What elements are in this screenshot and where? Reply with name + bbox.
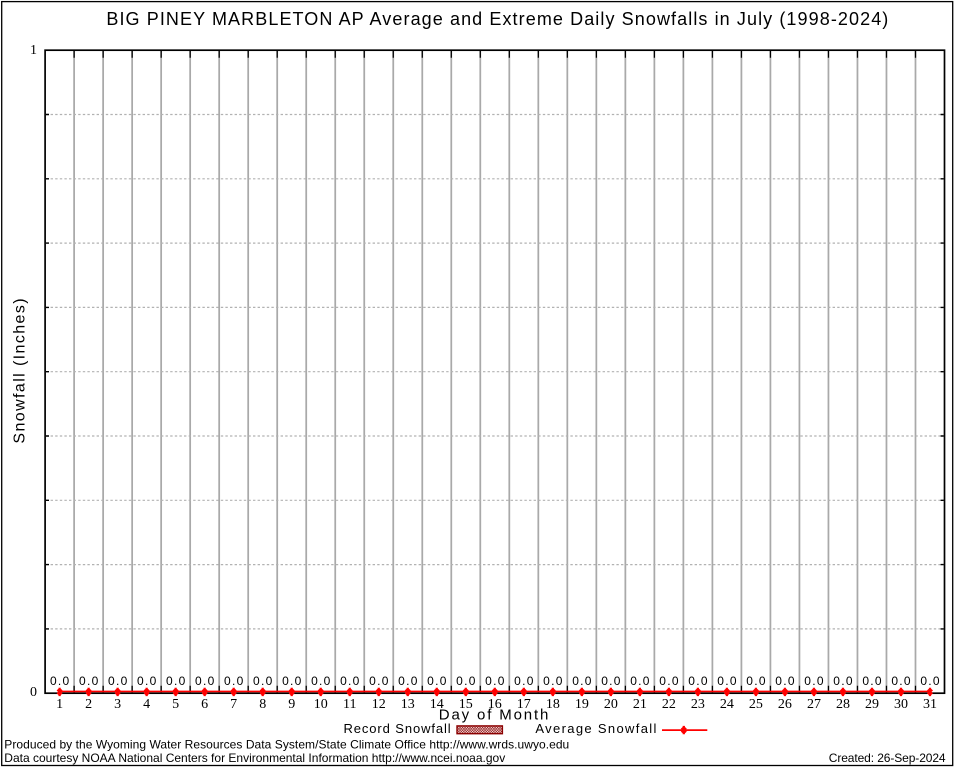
- svg-text:0.0: 0.0: [282, 674, 303, 688]
- svg-text:0.0: 0.0: [195, 674, 216, 688]
- svg-text:0.0: 0.0: [340, 674, 361, 688]
- svg-text:BIG PINEY MARBLETON AP Average: BIG PINEY MARBLETON AP Average and Extre…: [106, 9, 889, 29]
- svg-text:0.0: 0.0: [108, 674, 129, 688]
- svg-text:0.0: 0.0: [485, 674, 506, 688]
- svg-text:0: 0: [30, 685, 37, 700]
- svg-text:6: 6: [201, 697, 208, 712]
- svg-text:25: 25: [749, 697, 763, 712]
- svg-text:3: 3: [114, 697, 121, 712]
- svg-text:1: 1: [30, 43, 37, 58]
- svg-text:0.0: 0.0: [311, 674, 332, 688]
- svg-text:4: 4: [143, 697, 150, 712]
- svg-text:16: 16: [488, 697, 502, 712]
- svg-text:0.0: 0.0: [543, 674, 564, 688]
- svg-text:9: 9: [288, 697, 295, 712]
- svg-text:22: 22: [662, 697, 676, 712]
- svg-text:10: 10: [314, 697, 328, 712]
- svg-text:0.0: 0.0: [601, 674, 622, 688]
- svg-text:13: 13: [401, 697, 415, 712]
- svg-text:18: 18: [546, 697, 560, 712]
- svg-text:0.0: 0.0: [746, 674, 767, 688]
- svg-text:30: 30: [894, 697, 908, 712]
- svg-text:17: 17: [517, 697, 531, 712]
- svg-text:0.0: 0.0: [166, 674, 187, 688]
- svg-text:2: 2: [85, 697, 92, 712]
- svg-text:0.0: 0.0: [253, 674, 274, 688]
- svg-text:12: 12: [372, 697, 386, 712]
- svg-text:Created: 26-Sep-2024: Created: 26-Sep-2024: [829, 751, 946, 765]
- svg-text:0.0: 0.0: [804, 674, 825, 688]
- svg-text:1: 1: [56, 697, 63, 712]
- svg-text:19: 19: [575, 697, 589, 712]
- svg-text:0.0: 0.0: [572, 674, 593, 688]
- svg-text:0.0: 0.0: [224, 674, 245, 688]
- svg-text:0.0: 0.0: [456, 674, 477, 688]
- svg-text:0.0: 0.0: [659, 674, 680, 688]
- svg-text:0.0: 0.0: [630, 674, 651, 688]
- svg-text:0.0: 0.0: [398, 674, 419, 688]
- svg-text:15: 15: [459, 697, 473, 712]
- svg-text:0.0: 0.0: [427, 674, 448, 688]
- svg-text:Produced by the Wyoming Water: Produced by the Wyoming Water Resources …: [4, 737, 569, 751]
- svg-text:26: 26: [778, 697, 792, 712]
- svg-text:Data courtesy NOAA National Ce: Data courtesy NOAA National Centers for …: [4, 751, 505, 765]
- svg-text:0.0: 0.0: [891, 674, 912, 688]
- svg-text:27: 27: [807, 697, 821, 712]
- svg-text:0.0: 0.0: [79, 674, 100, 688]
- svg-text:Snowfall (Inches): Snowfall (Inches): [12, 297, 29, 444]
- svg-text:14: 14: [430, 697, 444, 712]
- svg-text:29: 29: [865, 697, 879, 712]
- svg-text:0.0: 0.0: [775, 674, 796, 688]
- svg-text:0.0: 0.0: [514, 674, 535, 688]
- svg-text:28: 28: [836, 697, 850, 712]
- svg-text:20: 20: [604, 697, 618, 712]
- svg-text:7: 7: [230, 697, 237, 712]
- svg-text:0.0: 0.0: [369, 674, 390, 688]
- svg-text:0.0: 0.0: [688, 674, 709, 688]
- svg-text:11: 11: [343, 697, 356, 712]
- svg-text:8: 8: [259, 697, 266, 712]
- svg-text:21: 21: [633, 697, 647, 712]
- svg-text:0.0: 0.0: [920, 674, 941, 688]
- svg-text:5: 5: [172, 697, 179, 712]
- svg-text:Day of Month: Day of Month: [439, 707, 550, 724]
- svg-text:0.0: 0.0: [717, 674, 738, 688]
- svg-text:31: 31: [923, 697, 937, 712]
- svg-text:Record Snowfall: Record Snowfall: [343, 721, 451, 736]
- svg-text:23: 23: [691, 697, 705, 712]
- svg-text:Average Snowfall: Average Snowfall: [535, 721, 657, 736]
- svg-text:24: 24: [720, 697, 734, 712]
- svg-text:0.0: 0.0: [50, 674, 71, 688]
- svg-text:0.0: 0.0: [833, 674, 854, 688]
- svg-text:0.0: 0.0: [862, 674, 883, 688]
- svg-text:0.0: 0.0: [137, 674, 158, 688]
